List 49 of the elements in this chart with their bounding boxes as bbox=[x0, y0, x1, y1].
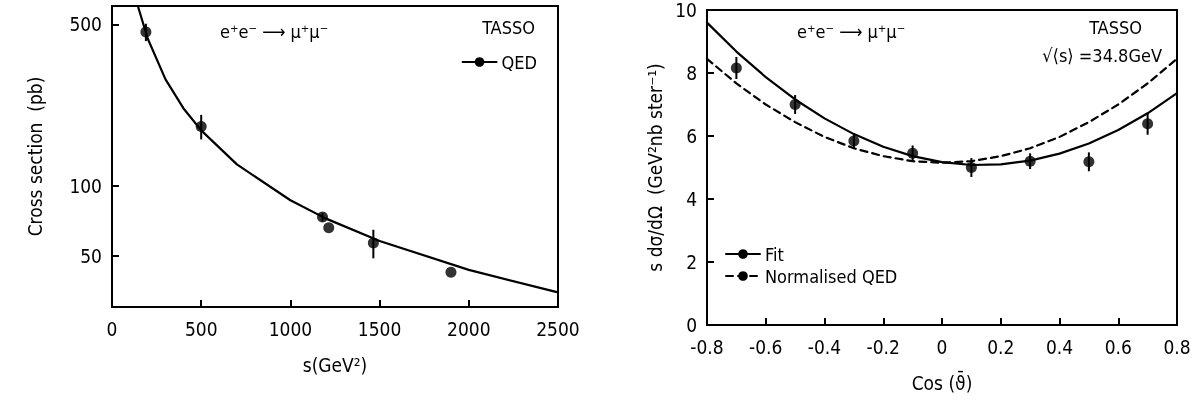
x-tick-label: 2000 bbox=[447, 317, 491, 340]
point bbox=[317, 211, 329, 223]
y-tick-label: 10 bbox=[675, 0, 697, 21]
point bbox=[789, 99, 801, 110]
x-tick-label: -0.6 bbox=[749, 335, 783, 358]
legend-label: QED bbox=[501, 51, 538, 73]
x-tick-label: 0 bbox=[936, 335, 948, 358]
point bbox=[848, 135, 860, 147]
x-tick-label: -0.8 bbox=[690, 335, 724, 358]
annotation: e⁺e⁻ ⟶ μ⁺μ⁻ bbox=[220, 20, 329, 42]
point bbox=[1024, 155, 1036, 167]
legend-label: Normalised QED bbox=[765, 265, 898, 287]
x-tick-label: -0.2 bbox=[866, 335, 900, 358]
y-tick-label: 100 bbox=[69, 175, 102, 198]
annotation: TASSO bbox=[1088, 16, 1142, 38]
x-tick-label: 500 bbox=[184, 317, 218, 340]
point bbox=[367, 237, 379, 249]
point bbox=[730, 62, 742, 74]
annotation: √⟨s⟩ =34.8GeV bbox=[1042, 44, 1163, 66]
x-tick-label: 0.2 bbox=[987, 335, 1015, 358]
point bbox=[965, 162, 977, 173]
annotation: e⁺e⁻ ⟶ μ⁺μ⁻ bbox=[797, 20, 906, 42]
legend-label: Fit bbox=[765, 243, 784, 265]
y-tick-label: 8 bbox=[686, 62, 697, 84]
y-tick-label: 500 bbox=[69, 13, 102, 36]
x-axis-title: s(GeV²) bbox=[302, 353, 368, 376]
point bbox=[907, 147, 919, 159]
x-tick-label: 0.6 bbox=[1104, 335, 1132, 358]
x-tick-label: 0 bbox=[106, 317, 118, 340]
point bbox=[195, 120, 207, 132]
point bbox=[1142, 118, 1154, 130]
point bbox=[323, 222, 335, 234]
point bbox=[140, 26, 152, 38]
x-tick-label: 1500 bbox=[357, 317, 402, 340]
x-tick-label: 2500 bbox=[536, 317, 580, 340]
x-tick-label: 0.4 bbox=[1045, 335, 1074, 358]
x-tick-label: -0.4 bbox=[807, 335, 842, 358]
y-tick-label: 6 bbox=[686, 125, 697, 147]
point bbox=[445, 266, 457, 278]
point bbox=[1083, 156, 1095, 168]
annotation: TASSO bbox=[481, 16, 535, 38]
y-tick-label: 50 bbox=[80, 244, 102, 267]
y-axis-title: Cross section (pb) bbox=[23, 76, 46, 237]
y-axis-title: s dσ/dΩ (GeV²nb ster⁻¹) bbox=[643, 63, 666, 272]
y-tick-label: 2 bbox=[686, 251, 697, 273]
x-tick-label: 1000 bbox=[268, 317, 313, 340]
x-tick-label: 0.8 bbox=[1163, 335, 1191, 358]
y-tick-label: 4 bbox=[686, 188, 697, 210]
x-axis-title: Cos (ϑ̄) bbox=[911, 370, 973, 394]
